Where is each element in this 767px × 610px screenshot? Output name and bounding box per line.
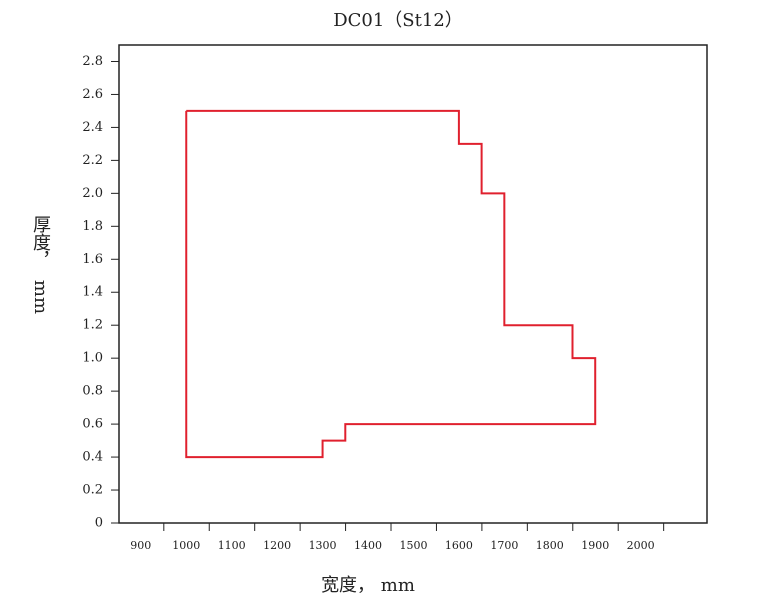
y-tick-label: 0 bbox=[95, 516, 103, 531]
y-tick-label: 0.4 bbox=[82, 450, 103, 465]
y-tick-label: 0.2 bbox=[82, 483, 103, 498]
x-tick-label: 2000 bbox=[627, 539, 655, 552]
y-tick-label: 0.6 bbox=[82, 417, 103, 432]
x-tick-label: 900 bbox=[130, 539, 151, 552]
y-tick-label: 2.8 bbox=[82, 54, 103, 69]
x-tick-label: 1800 bbox=[536, 539, 564, 552]
chart-title: DC01（St12） bbox=[333, 10, 463, 31]
x-tick-label: 1100 bbox=[218, 539, 246, 552]
y-tick-label: 2.2 bbox=[82, 153, 103, 168]
x-tick-label: 1700 bbox=[490, 539, 518, 552]
x-tick-label: 1600 bbox=[445, 539, 473, 552]
y-tick-label: 2.0 bbox=[82, 186, 103, 201]
x-tick-label: 1200 bbox=[263, 539, 291, 552]
y-axis-label: 厚度， bbox=[30, 215, 51, 269]
y-axis-unit: mm bbox=[30, 280, 51, 314]
x-tick-label: 1900 bbox=[581, 539, 609, 552]
y-tick-label: 1.2 bbox=[82, 318, 103, 333]
x-axis-label: 宽度， mm bbox=[321, 575, 415, 596]
y-tick-label: 2.4 bbox=[82, 120, 103, 135]
x-tick-label: 1400 bbox=[354, 539, 382, 552]
y-tick-label: 1.4 bbox=[82, 285, 103, 300]
y-tick-label: 1.8 bbox=[82, 219, 103, 234]
y-tick-label: 1.6 bbox=[82, 252, 103, 267]
data-line bbox=[185, 109, 597, 459]
x-tick-label: 1500 bbox=[399, 539, 427, 552]
y-tick-label: 0.8 bbox=[82, 384, 103, 399]
y-tick-label: 2.6 bbox=[82, 87, 103, 102]
plot-frame bbox=[118, 44, 708, 524]
y-tick-label: 1.0 bbox=[82, 351, 103, 366]
x-tick-label: 1000 bbox=[172, 539, 200, 552]
x-tick-label: 1300 bbox=[309, 539, 337, 552]
